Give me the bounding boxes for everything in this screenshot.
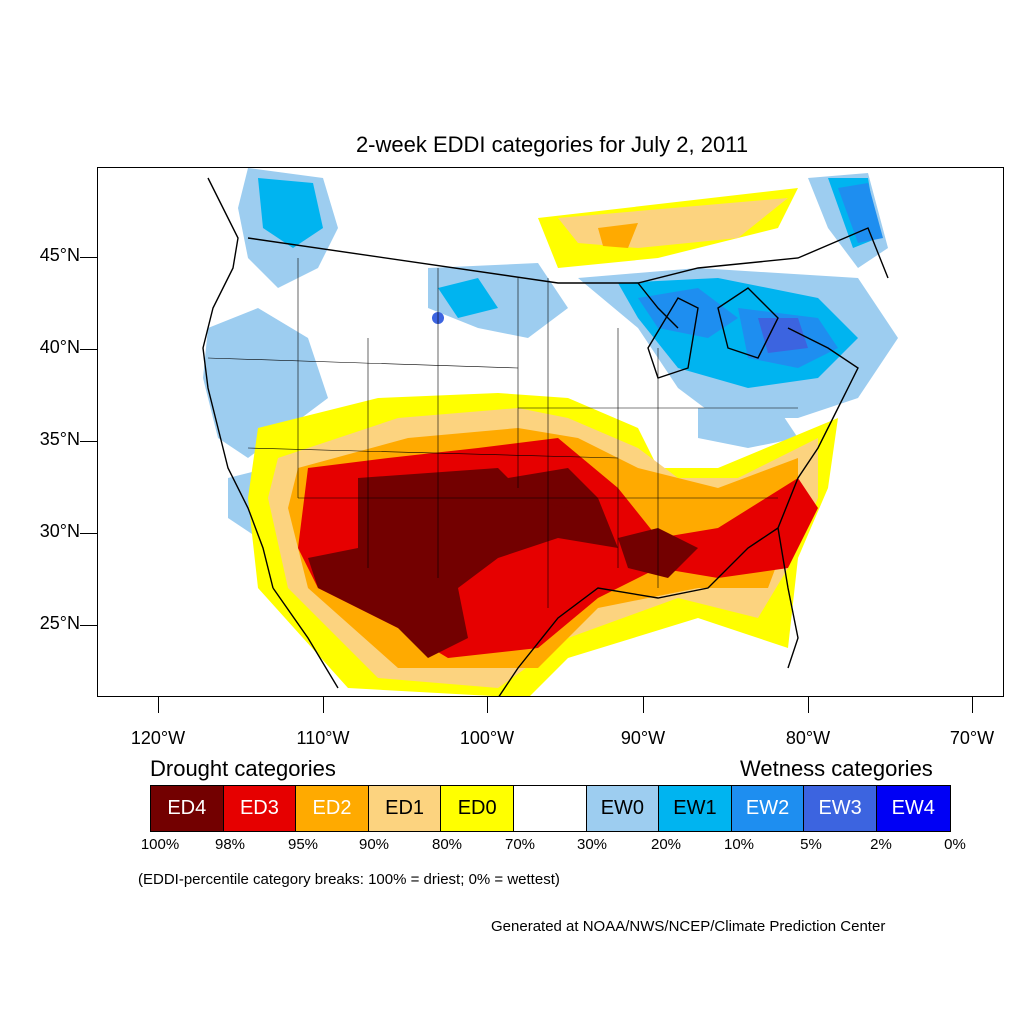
pct-label: 0% [944,836,966,853]
lat-label-25: 25°N [39,613,80,633]
lon-label-120: 120°W [130,728,186,748]
lon-label-80: 80°W [785,728,831,748]
lat-tick-30 [80,533,97,534]
pct-label: 90% [358,836,390,853]
lat-tick-40 [80,349,97,350]
pct-label: 5% [800,836,822,853]
pct-label: 10% [723,836,755,853]
pct-label: 70% [504,836,536,853]
lat-label-45: 45°N [39,245,80,265]
map-graphic [202,168,898,696]
lon-tick-110 [323,697,324,713]
lat-tick-35 [80,441,97,442]
legend-ed2: ED2 [296,786,369,831]
lon-label-110: 110°W [296,728,350,748]
credit-line: Generated at NOAA/NWS/NCEP/Climate Predi… [491,918,886,935]
pct-label: 98% [214,836,246,853]
wetness-categories-title: Wetness categories [740,756,933,781]
lon-label-90: 90°W [620,728,666,748]
lon-label-100: 100°W [459,728,515,748]
pct-label: 2% [870,836,892,853]
lon-label-70: 70°W [949,728,995,748]
lat-label-40: 40°N [39,337,80,357]
state-borders [207,258,798,608]
legend-ew1: EW1 [659,786,732,831]
pct-label: 20% [650,836,682,853]
legend-ew2: EW2 [731,786,805,831]
drought-categories-title: Drought categories [150,756,336,781]
legend-neutral [513,786,587,831]
lon-tick-70 [972,697,973,713]
category-note: (EDDI-percentile category breaks: 100% =… [138,871,560,888]
legend-ed3: ED3 [223,786,297,831]
legend-ed0: ED0 [441,786,514,831]
coastline [202,177,889,696]
category-legend: ED4 ED3 ED2 ED1 ED0 EW0 EW1 EW2 EW3 EW4 [150,785,951,832]
eddi-map [97,167,1004,697]
lat-tick-45 [80,257,97,258]
lon-tick-90 [643,697,644,713]
lon-tick-100 [487,697,488,713]
lon-tick-120 [158,697,159,713]
lat-label-30: 30°N [39,521,80,541]
pct-label: 95% [287,836,319,853]
legend-ew0: EW0 [586,786,660,831]
lat-tick-25 [80,625,97,626]
pct-label: 80% [431,836,463,853]
pct-label: 100% [140,836,180,853]
legend-ew3: EW3 [804,786,877,831]
wetness-ew2 [432,183,883,368]
pct-label: 30% [576,836,608,853]
legend-ed4: ED4 [151,786,224,831]
legend-ed1: ED1 [368,786,442,831]
lon-tick-80 [808,697,809,713]
map-title: 2-week EDDI categories for July 2, 2011 [355,132,749,157]
lat-label-35: 35°N [39,429,80,449]
legend-ew4: EW4 [876,786,950,831]
